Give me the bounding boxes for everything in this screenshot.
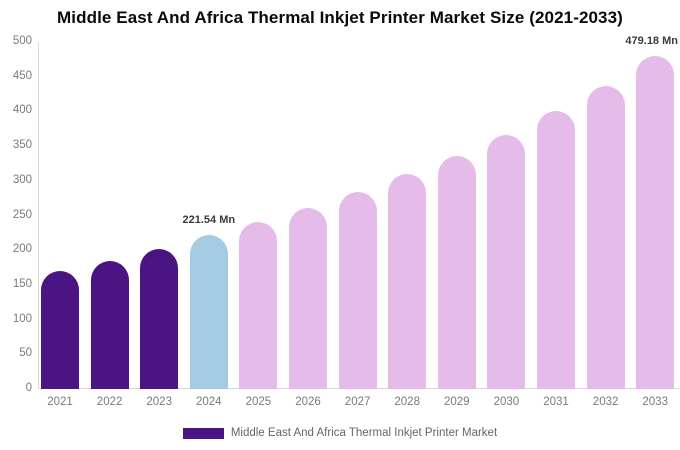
- y-tick-label-50: 50: [19, 347, 32, 360]
- bar-2026[interactable]: [289, 207, 327, 389]
- x-tick-label-2031: 2031: [543, 396, 569, 408]
- x-tick-label-2027: 2027: [344, 396, 371, 408]
- data-label-2024: 221.54 Mn: [182, 214, 236, 227]
- bar-2025[interactable]: [239, 222, 278, 389]
- y-axis-line: [38, 42, 39, 389]
- bar-2029[interactable]: [437, 155, 476, 389]
- y-tick-label-0: 0: [25, 382, 32, 394]
- y-tick-label-350: 350: [12, 139, 32, 152]
- data-label-2033: 479.18 Mn: [625, 35, 678, 48]
- x-tick-label-2029: 2029: [444, 396, 470, 408]
- y-tick-label-400: 400: [12, 104, 32, 117]
- x-tick-label-2033: 2033: [642, 396, 668, 408]
- x-tick-label-2021: 2021: [47, 396, 73, 408]
- bar-2023[interactable]: [140, 248, 179, 389]
- y-tick-label-150: 150: [12, 277, 32, 290]
- bar-2027[interactable]: [338, 191, 377, 389]
- x-tick-label-2026: 2026: [295, 396, 321, 408]
- x-tick-label-2022: 2022: [96, 396, 123, 408]
- y-tick-label-250: 250: [12, 208, 32, 221]
- bar-2030[interactable]: [487, 134, 526, 389]
- legend-label[interactable]: Middle East And Africa Thermal Inkjet Pr…: [230, 427, 498, 439]
- legend: Middle East And Africa Thermal Inkjet Pr…: [0, 427, 680, 439]
- bar-2033[interactable]: [636, 56, 675, 389]
- x-tick-label-2023: 2023: [146, 396, 172, 408]
- y-tick-label-100: 100: [12, 312, 32, 325]
- y-tick-label-500: 500: [12, 35, 32, 47]
- chart-title: Middle East And Africa Thermal Inkjet Pr…: [57, 8, 623, 27]
- legend-swatch[interactable]: [182, 427, 224, 439]
- y-tick-label-300: 300: [12, 173, 32, 186]
- y-tick-label-200: 200: [12, 243, 32, 256]
- x-tick-label-2028: 2028: [394, 396, 420, 408]
- x-tick-label-2024: 2024: [196, 396, 222, 408]
- bar-2021[interactable]: [41, 271, 79, 389]
- x-tick-label-2025: 2025: [245, 396, 272, 408]
- bar-2032[interactable]: [586, 85, 625, 389]
- bar-2024[interactable]: [189, 235, 228, 389]
- bar-2031[interactable]: [537, 110, 575, 389]
- x-tick-label-2032: 2032: [592, 396, 619, 408]
- bar-2022[interactable]: [90, 261, 129, 389]
- x-tick-label-2030: 2030: [493, 396, 520, 408]
- bar-2028[interactable]: [388, 173, 427, 389]
- y-tick-label-450: 450: [12, 69, 32, 82]
